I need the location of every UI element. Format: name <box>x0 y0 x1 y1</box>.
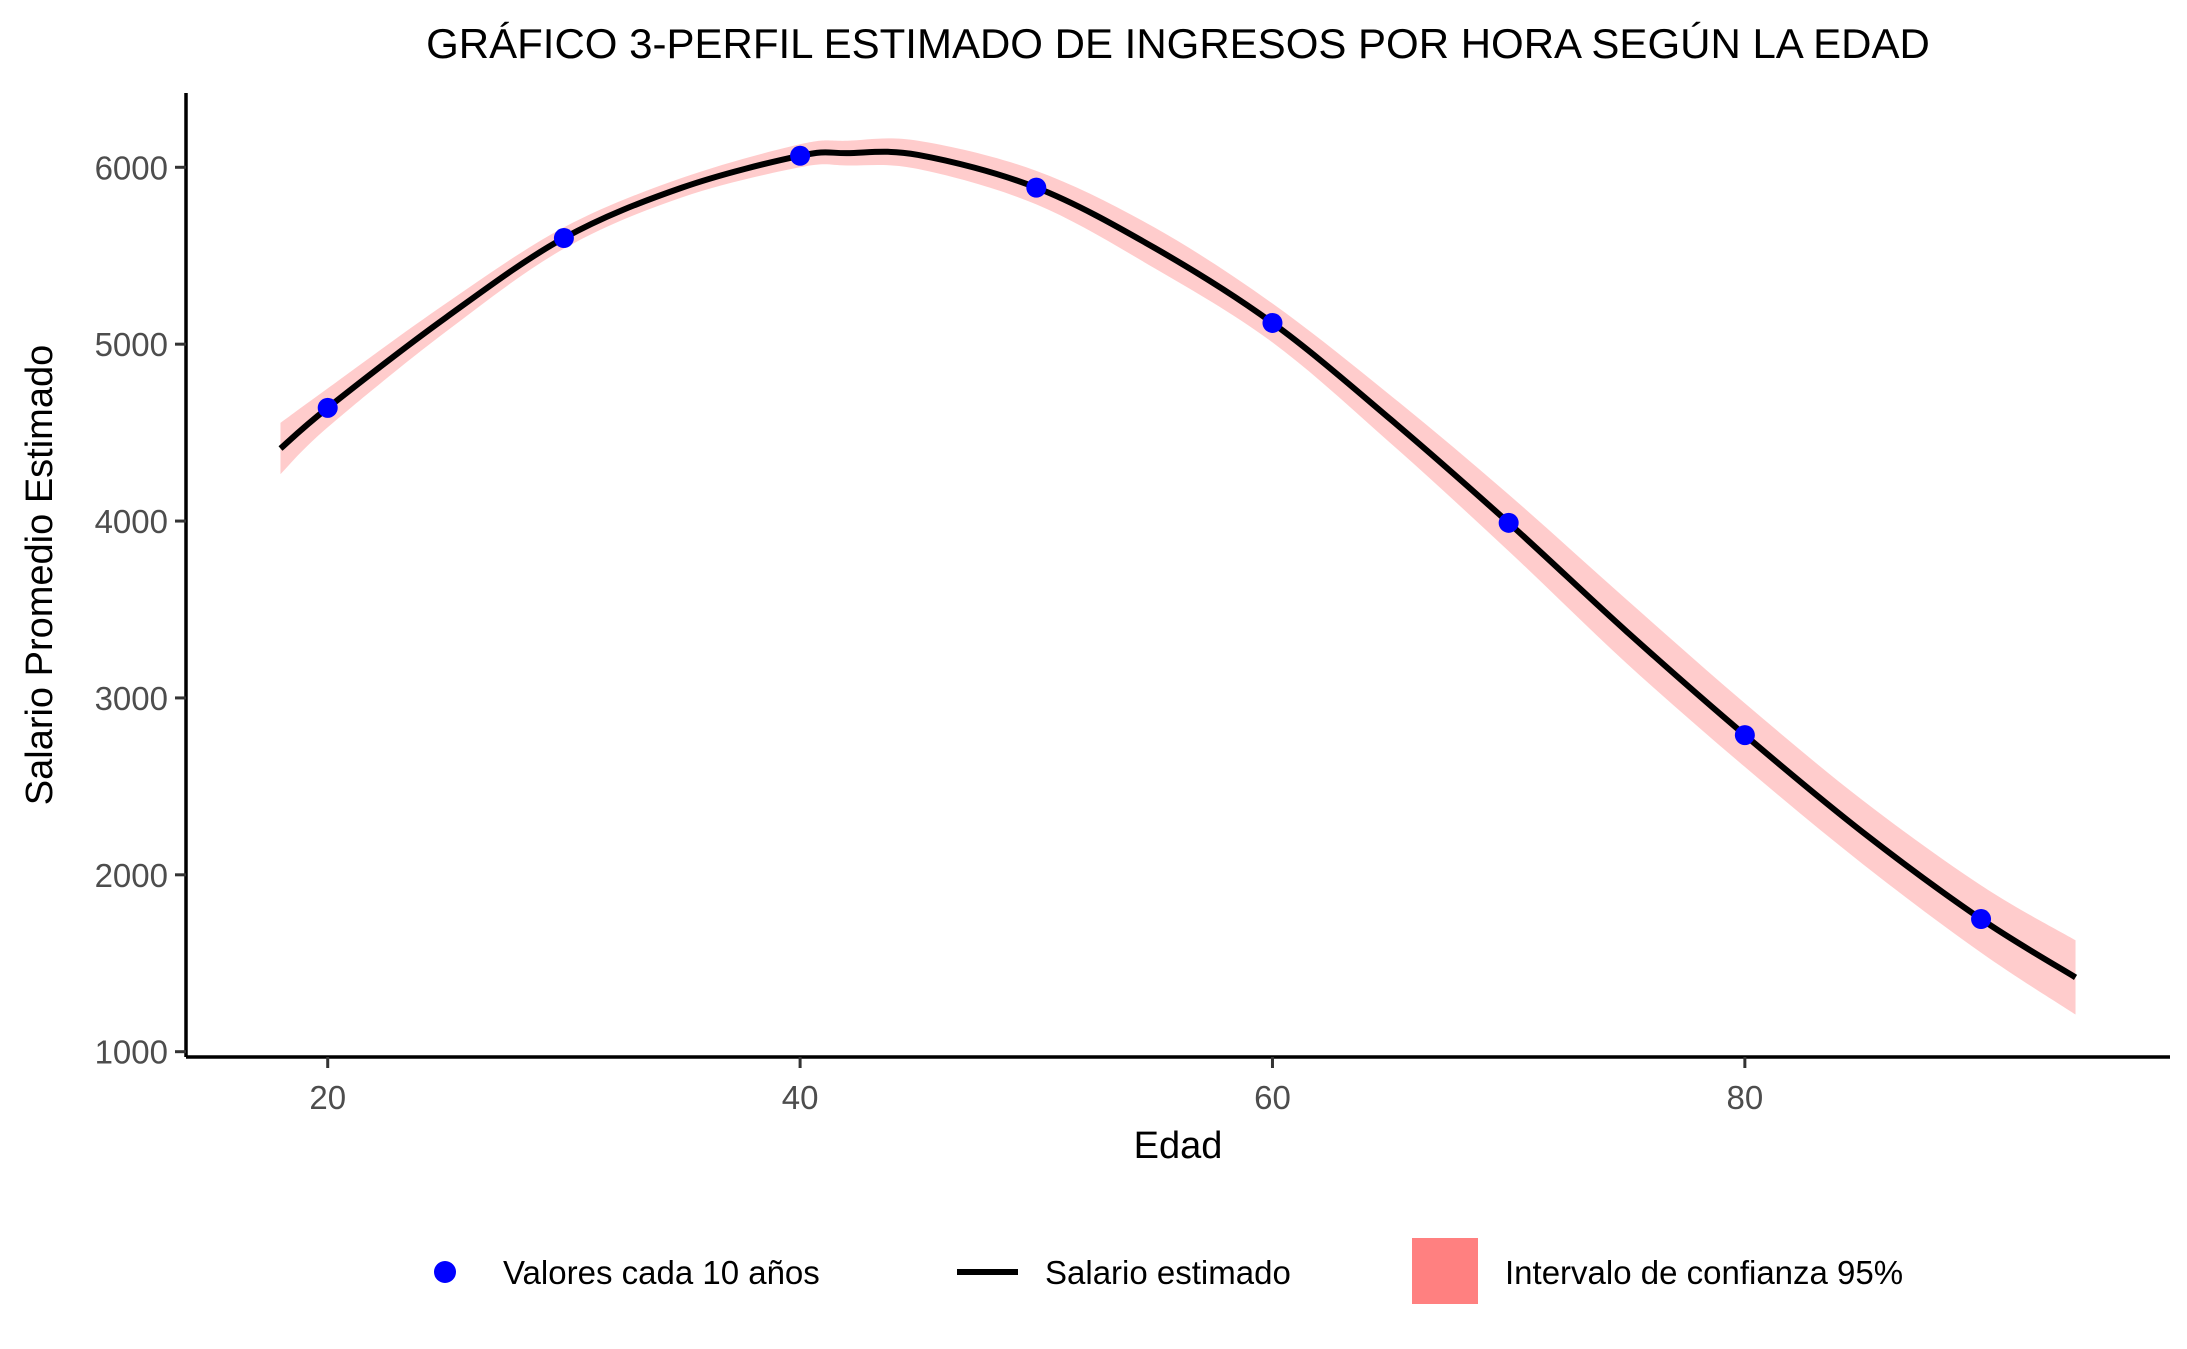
x-ticks: 20 40 60 80 <box>309 1057 1763 1116</box>
data-point <box>1971 909 1992 930</box>
y-tick-label: 2000 <box>95 857 168 894</box>
y-tick-label: 1000 <box>95 1034 168 1071</box>
y-tick-label: 6000 <box>95 149 168 186</box>
data-point <box>1498 512 1519 533</box>
x-tick-label: 40 <box>782 1079 819 1116</box>
x-tick-label: 80 <box>1726 1079 1763 1116</box>
y-tick-label: 3000 <box>95 680 168 717</box>
legend-band-key <box>1412 1238 1478 1304</box>
y-axis-title: Salario Promedio Estimado <box>19 345 61 805</box>
data-point <box>790 145 811 166</box>
points-layer <box>317 145 1992 930</box>
confidence-band-layer <box>280 138 2076 1015</box>
data-point <box>1734 725 1755 746</box>
confidence-band <box>280 138 2076 1015</box>
legend-points-key <box>434 1261 456 1283</box>
legend-label-line: Salario estimado <box>1045 1254 1291 1291</box>
y-tick-label: 5000 <box>95 326 168 363</box>
y-ticks: 1000 2000 3000 4000 5000 6000 <box>95 149 186 1071</box>
x-tick-label: 60 <box>1254 1079 1291 1116</box>
data-point <box>553 228 574 249</box>
data-point <box>1026 177 1047 198</box>
legend: Valores cada 10 años Salario estimado In… <box>434 1238 1903 1304</box>
chart-title: GRÁFICO 3-PERFIL ESTIMADO DE INGRESOS PO… <box>426 20 1930 67</box>
x-axis-title: Edad <box>1134 1125 1223 1167</box>
y-tick-label: 4000 <box>95 503 168 540</box>
data-point <box>317 397 338 418</box>
legend-label-points: Valores cada 10 años <box>503 1254 820 1291</box>
data-point <box>1262 312 1283 333</box>
legend-label-band: Intervalo de confianza 95% <box>1505 1254 1903 1291</box>
x-tick-label: 20 <box>309 1079 346 1116</box>
